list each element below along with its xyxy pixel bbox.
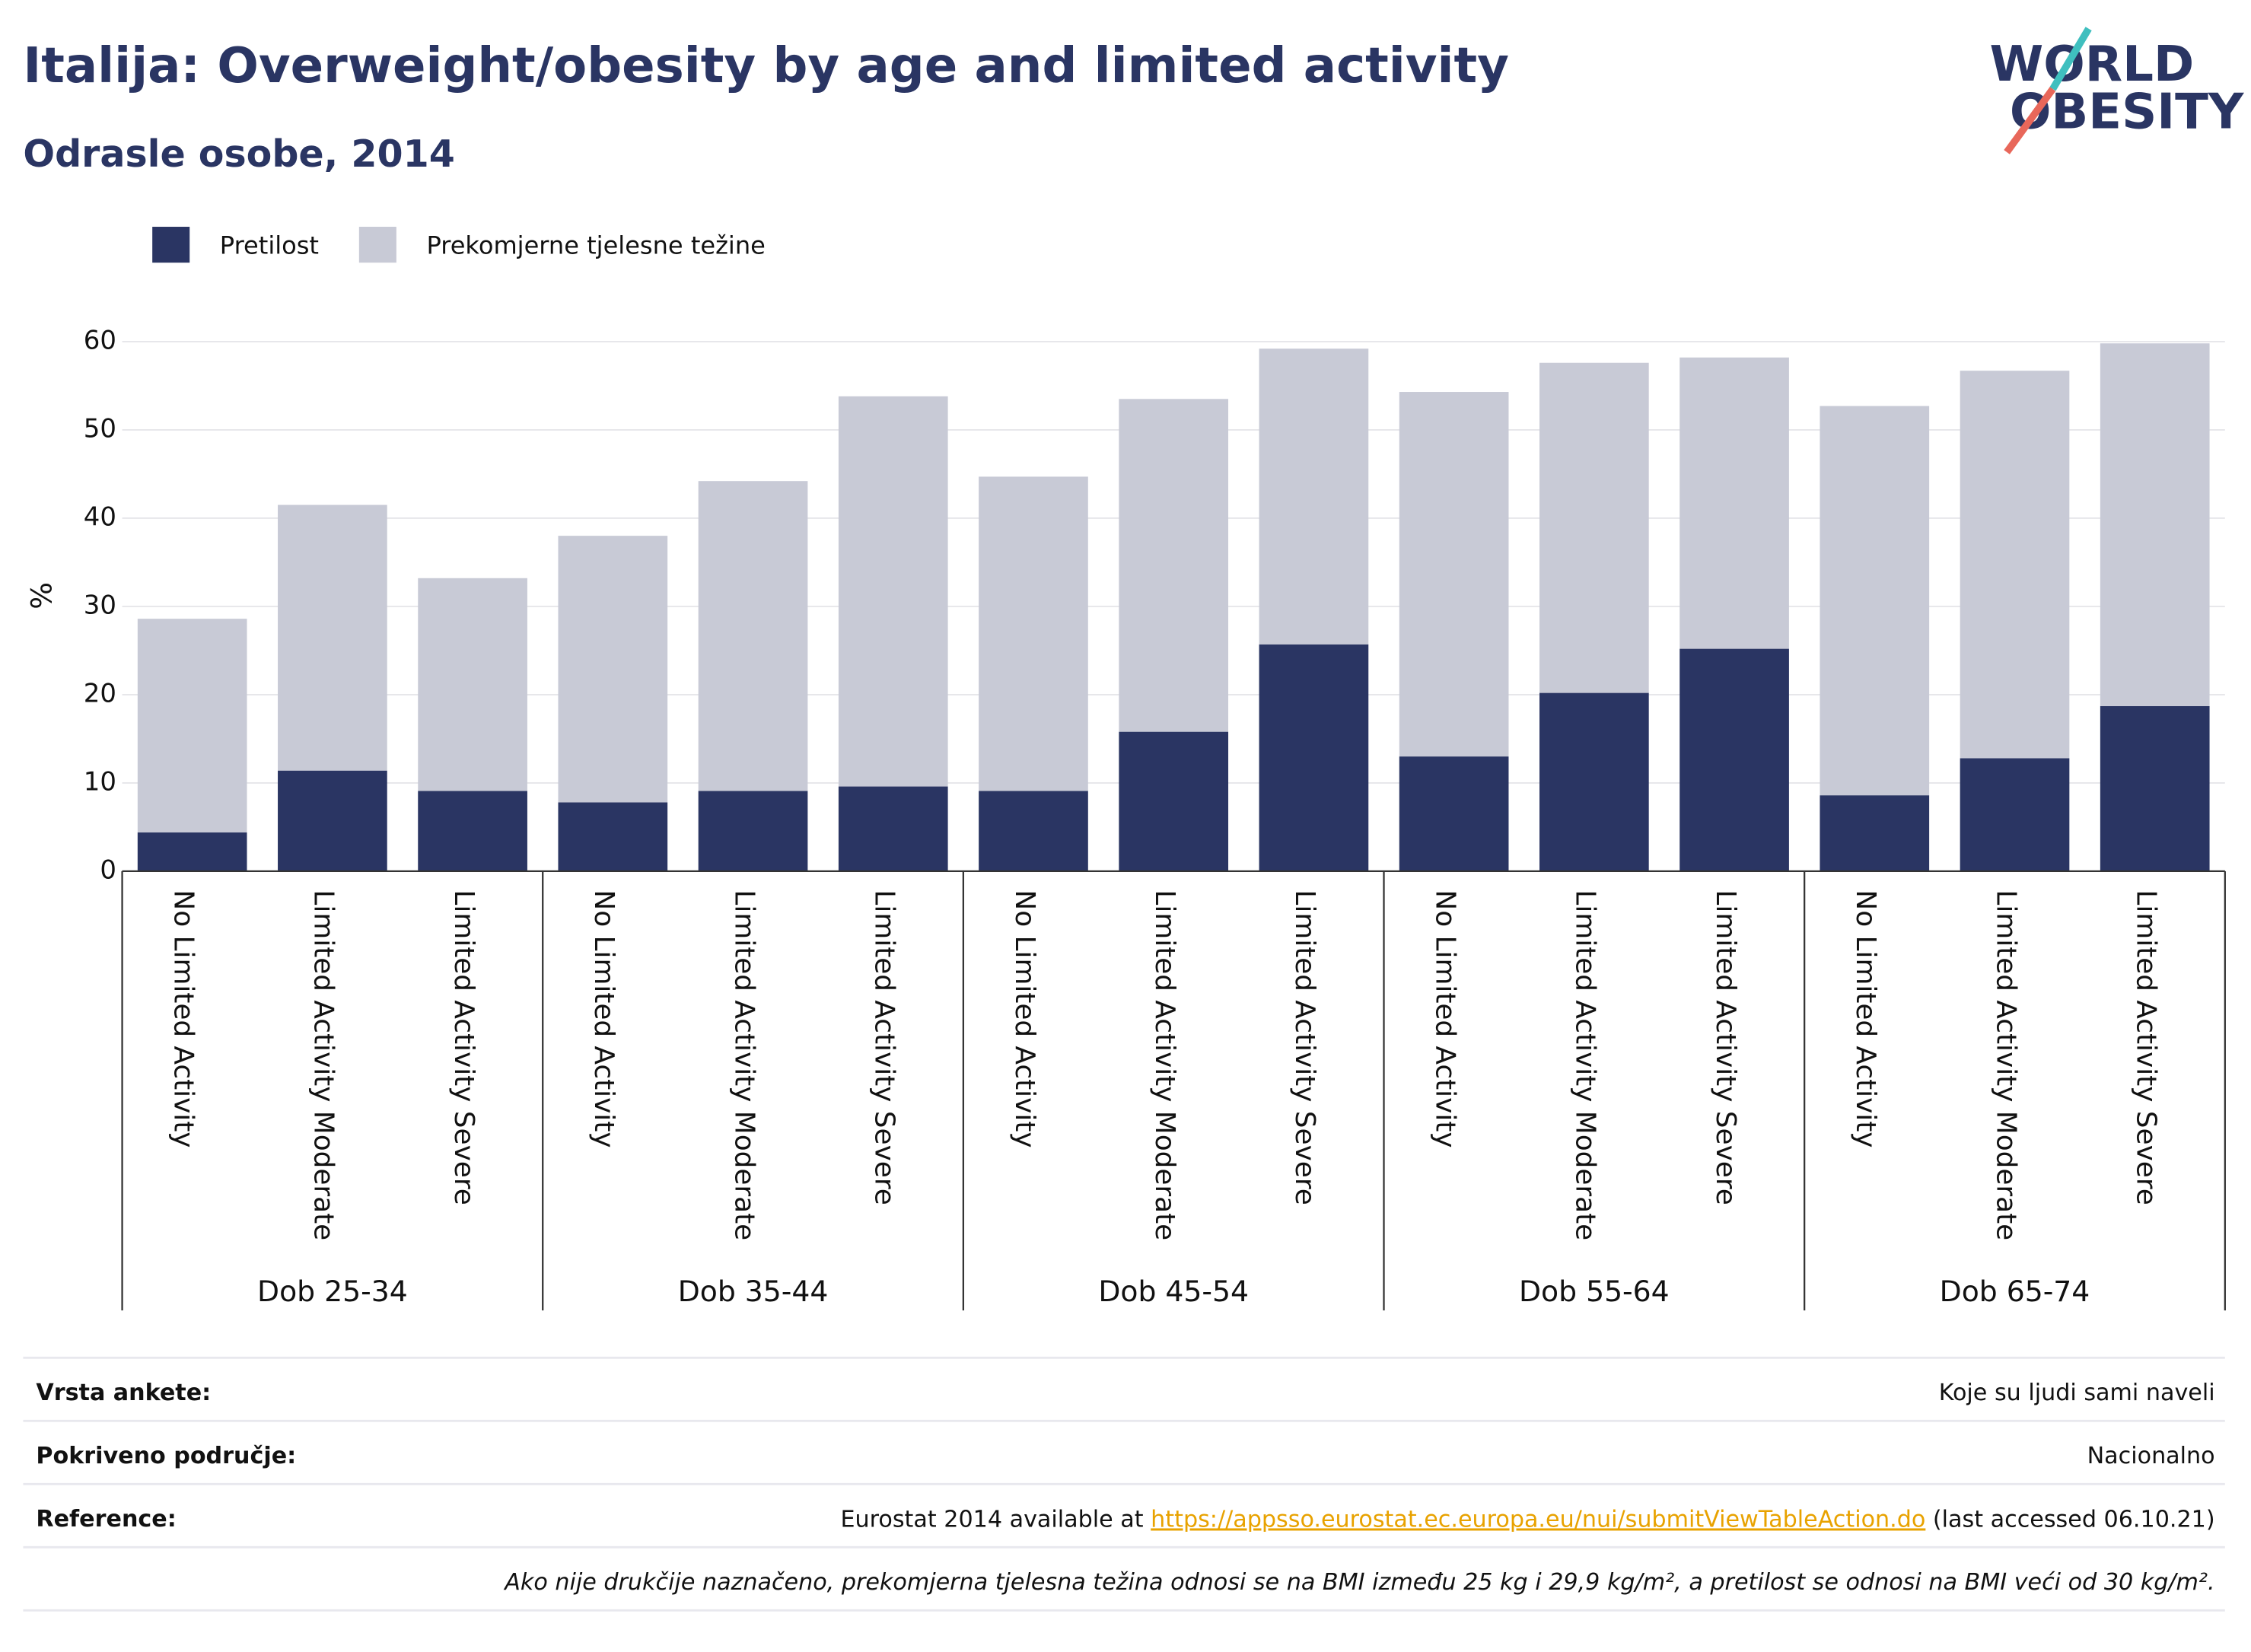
legend-swatch (358, 227, 396, 263)
legend-label: Pretilost (220, 231, 319, 259)
bar-segment (418, 791, 527, 871)
row-value: Koje su ljudi sami naveli (1939, 1380, 2215, 1406)
group-label: Dob 35-44 (678, 1275, 829, 1308)
x-tick-label: Limited Activity Moderate (308, 890, 339, 1240)
group-label: Dob 55-64 (1519, 1275, 1670, 1308)
bar-segment (558, 536, 668, 803)
bar-segment (1539, 692, 1649, 871)
bar-segment (1119, 399, 1229, 732)
logo-slash (2004, 87, 2056, 154)
legend-swatch (152, 227, 190, 263)
group-label: Dob 65-74 (1940, 1275, 2090, 1308)
x-tick-label: Limited Activity Severe (1710, 890, 1741, 1205)
y-axis-label: % (24, 582, 58, 610)
logo-text: OBESITY (2010, 83, 2245, 140)
bar-segment (278, 770, 387, 871)
x-tick-label: Limited Activity Moderate (1990, 890, 2021, 1240)
x-tick-label: Limited Activity Moderate (1149, 890, 1180, 1240)
bar-segment (838, 396, 948, 787)
reference-link[interactable]: https://appsso.eurostat.ec.europa.eu/nui… (1151, 1506, 1925, 1533)
bar-segment (1960, 758, 2070, 871)
row-label: Reference: (36, 1506, 176, 1533)
x-tick-label: Limited Activity Severe (1289, 890, 1320, 1205)
x-tick-label: No Limited Activity (1009, 890, 1040, 1147)
bar-segment (2100, 705, 2210, 871)
chart-title: Italija: Overweight/obesity by age and l… (23, 37, 1509, 94)
y-tick-label: 10 (84, 766, 116, 797)
row-label: Pokriveno područje: (36, 1443, 296, 1469)
y-tick-label: 50 (84, 413, 116, 444)
bar-segment (1820, 795, 1930, 871)
bar-segment (1960, 371, 2070, 759)
bar-segment (418, 578, 527, 791)
reference-text: Eurostat 2014 available at (840, 1506, 1151, 1533)
bar-segment (1679, 648, 1789, 871)
bar-segment (137, 832, 247, 871)
logo: WORLD OBESITY (1989, 27, 2245, 154)
row-label: Vrsta ankete: (36, 1380, 211, 1406)
logo-slash (2049, 27, 2092, 91)
bar-segment (698, 791, 808, 871)
bar-segment (137, 619, 247, 832)
x-tick-label: Limited Activity Severe (2131, 890, 2162, 1205)
x-tick-label: No Limited Activity (1850, 890, 1881, 1147)
bar-segment (838, 786, 948, 871)
row-value: Nacionalno (2087, 1443, 2215, 1469)
x-tick-label: Limited Activity Severe (869, 890, 900, 1205)
legend-label: Prekomjerne tjelesne težine (426, 231, 765, 259)
bar-segment (1399, 392, 1509, 757)
bar-segment (1259, 349, 1369, 645)
y-tick-label: 60 (84, 325, 116, 355)
logo-text: WORLD (1989, 36, 2194, 93)
bar-segment (979, 476, 1088, 791)
bar-segment (698, 481, 808, 791)
reference-text: (last accessed 06.10.21) (1925, 1506, 2214, 1533)
y-tick-label: 40 (84, 501, 116, 532)
bar-segment (1539, 362, 1649, 693)
x-tick-label: No Limited Activity (588, 890, 619, 1147)
bar-segment (1259, 644, 1369, 871)
bar-segment (558, 802, 668, 871)
bar-segment (2100, 343, 2210, 706)
group-label: Dob 45-54 (1098, 1275, 1249, 1308)
x-tick-label: No Limited Activity (1429, 890, 1460, 1147)
x-tick-label: Limited Activity Moderate (728, 890, 759, 1240)
bar-segment (278, 505, 387, 771)
footer: Vrsta ankete: Koje su ljudi sami naveli … (23, 1356, 2225, 1612)
x-tick-label: Limited Activity Severe (448, 890, 479, 1205)
bar-segment (1679, 357, 1789, 649)
row-value: Eurostat 2014 available at https://appss… (840, 1506, 2214, 1533)
bar-segment (979, 791, 1088, 871)
x-tick-label: No Limited Activity (167, 890, 199, 1147)
chart-subtitle: Odrasle osobe, 2014 (23, 132, 454, 176)
x-tick-label: Limited Activity Moderate (1570, 890, 1601, 1240)
y-tick-label: 20 (84, 678, 116, 708)
bar-segment (1119, 731, 1229, 871)
bar-segment (1820, 406, 1930, 796)
y-tick-label: 30 (84, 590, 116, 620)
bar-segment (1399, 756, 1509, 871)
group-label: Dob 25-34 (257, 1275, 408, 1308)
y-tick-label: 0 (100, 855, 116, 885)
footnote: Ako nije drukčije naznačeno, prekomjerna… (503, 1569, 2214, 1596)
